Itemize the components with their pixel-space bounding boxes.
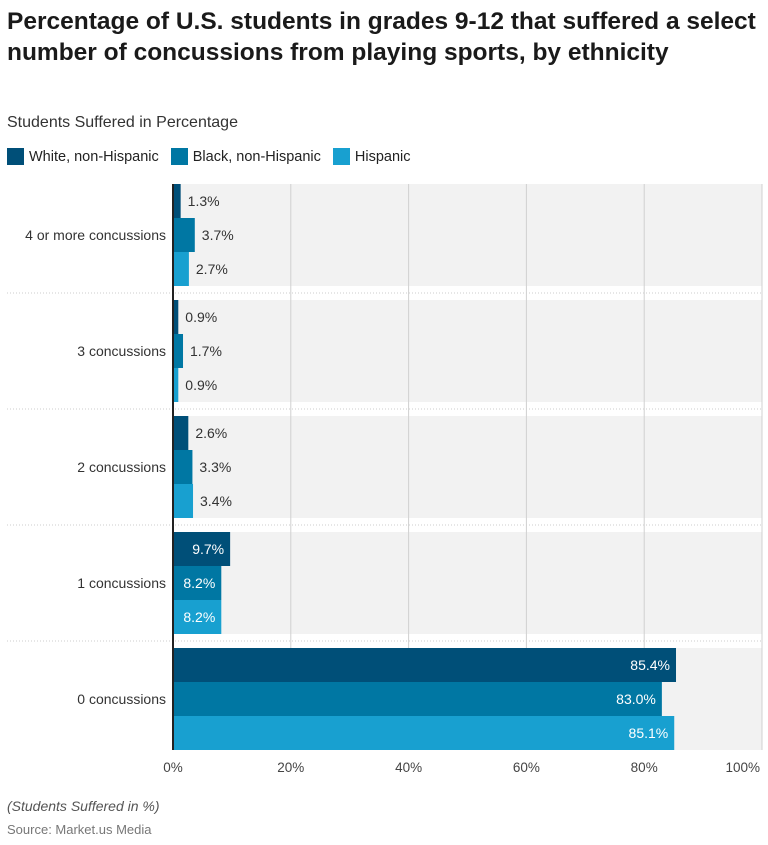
data-label: 2.7%	[196, 261, 228, 277]
bar	[173, 600, 222, 634]
category-label: 3 concussions	[77, 343, 166, 359]
data-label: 1.7%	[190, 343, 222, 359]
bar	[173, 532, 231, 566]
legend: White, non-Hispanic Black, non-Hispanic …	[7, 148, 411, 165]
bar	[173, 648, 677, 682]
data-label: 8.2%	[183, 609, 215, 625]
legend-item-hispanic[interactable]: Hispanic	[332, 148, 411, 165]
x-tick-label: 40%	[395, 760, 422, 775]
category-band	[173, 300, 762, 402]
bar	[173, 566, 222, 600]
data-label: 9.7%	[192, 541, 224, 557]
legend-item-black[interactable]: Black, non-Hispanic	[170, 148, 321, 165]
category-band	[173, 184, 762, 286]
x-tick-label: 60%	[513, 760, 540, 775]
data-label: 85.1%	[629, 725, 669, 741]
data-label: 85.4%	[630, 657, 670, 673]
chart-subtitle: Students Suffered in Percentage	[7, 114, 238, 131]
chart-source: Source: Market.us Media	[7, 822, 152, 837]
bar	[173, 368, 179, 402]
legend-swatch	[332, 148, 350, 165]
legend-swatch	[7, 148, 24, 165]
data-label: 3.7%	[202, 227, 234, 243]
category-band	[173, 532, 762, 634]
category-label: 4 or more concussions	[25, 227, 166, 243]
legend-label: Hispanic	[354, 148, 411, 165]
bar	[173, 334, 184, 368]
data-label: 0.9%	[185, 377, 217, 393]
x-tick-label: 100%	[725, 760, 760, 775]
data-label: 83.0%	[616, 691, 656, 707]
bar	[173, 716, 675, 750]
category-label: 1 concussions	[77, 575, 166, 591]
chart-title: Percentage of U.S. students in grades 9-…	[7, 8, 756, 66]
chart-note: (Students Suffered in %)	[7, 798, 160, 814]
legend-item-white[interactable]: White, non-Hispanic	[7, 148, 159, 165]
bar	[173, 252, 189, 286]
x-tick-label: 20%	[277, 760, 304, 775]
bar	[173, 450, 193, 484]
data-label: 3.4%	[200, 493, 232, 509]
legend-label: Black, non-Hispanic	[192, 148, 321, 165]
bar	[173, 682, 662, 716]
bar	[173, 218, 195, 252]
bar	[173, 416, 189, 450]
category-label: 2 concussions	[77, 459, 166, 475]
data-label: 0.9%	[185, 309, 217, 325]
data-label: 8.2%	[183, 575, 215, 591]
category-band	[173, 416, 762, 518]
data-label: 3.3%	[199, 459, 231, 475]
bar	[173, 184, 181, 218]
data-label: 2.6%	[195, 425, 227, 441]
bar	[173, 300, 179, 334]
x-tick-label: 0%	[163, 760, 183, 775]
category-label: 0 concussions	[77, 691, 166, 707]
bar	[173, 484, 194, 518]
legend-swatch	[170, 148, 188, 165]
x-tick-label: 80%	[631, 760, 658, 775]
legend-label: White, non-Hispanic	[29, 148, 159, 165]
data-label: 1.3%	[188, 193, 220, 209]
